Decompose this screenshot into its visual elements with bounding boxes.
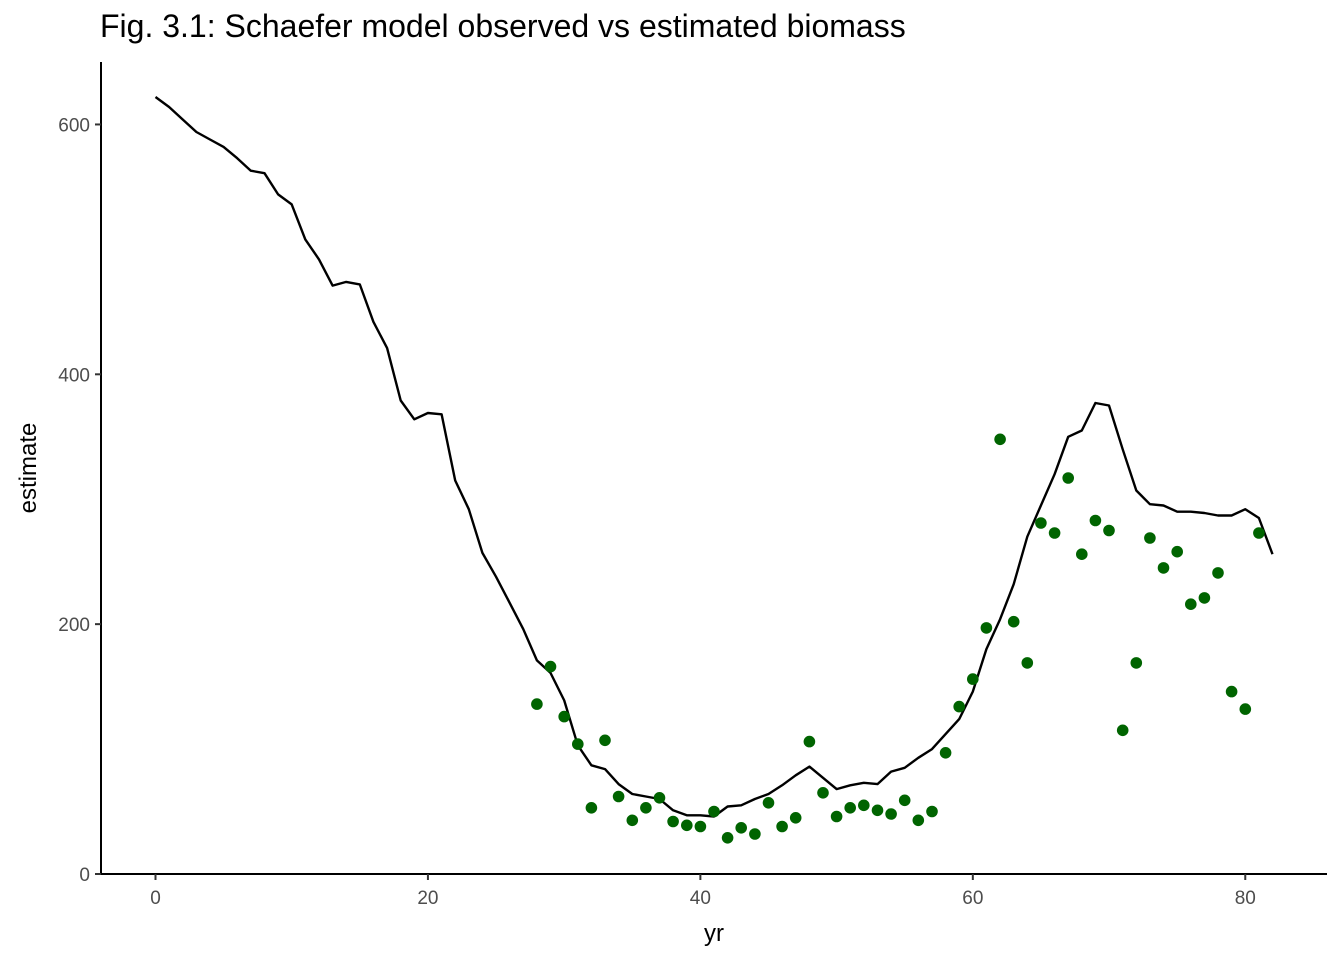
observed-point bbox=[1076, 548, 1088, 560]
observed-point bbox=[735, 822, 747, 834]
x-tick-label: 20 bbox=[417, 888, 438, 909]
observed-point bbox=[640, 802, 652, 814]
y-tick-label: 200 bbox=[58, 615, 90, 636]
axis-labels: 0 20 40 60 80 0 200 400 600 yr estimate bbox=[15, 115, 1256, 947]
observed-point bbox=[871, 804, 884, 817]
observed-point bbox=[980, 622, 993, 634]
observed-point bbox=[830, 810, 843, 823]
y-axis-title: estimate bbox=[15, 423, 42, 514]
observed-point bbox=[1116, 724, 1129, 737]
observed-point bbox=[994, 433, 1006, 446]
observed-point bbox=[626, 814, 639, 827]
observed-point bbox=[844, 802, 856, 814]
observed-point bbox=[939, 747, 952, 759]
observed-point bbox=[1157, 562, 1170, 574]
observed-point bbox=[885, 808, 897, 820]
observed-point bbox=[1144, 532, 1156, 544]
y-tick-label: 600 bbox=[58, 115, 90, 136]
observed-point bbox=[1253, 527, 1265, 539]
estimated-biomass-series bbox=[154, 96, 1274, 818]
observed-point bbox=[1171, 545, 1183, 558]
observed-point bbox=[967, 673, 979, 685]
observed-point bbox=[572, 738, 584, 750]
observed-point bbox=[1239, 703, 1252, 715]
axes bbox=[95, 62, 1327, 880]
observed-point bbox=[803, 735, 816, 748]
observed-point bbox=[1021, 657, 1034, 669]
observed-point bbox=[789, 812, 802, 824]
observed-point bbox=[1185, 598, 1197, 610]
observed-point bbox=[708, 805, 720, 818]
observed-point bbox=[1212, 567, 1224, 579]
observed-point bbox=[749, 828, 761, 840]
observed-point bbox=[585, 802, 598, 814]
y-tick-label: 0 bbox=[79, 865, 90, 886]
observed-point bbox=[681, 819, 693, 832]
x-tick-label: 60 bbox=[962, 888, 983, 909]
observed-point bbox=[544, 660, 557, 673]
observed-point bbox=[653, 792, 666, 804]
observed-point bbox=[667, 815, 679, 828]
observed-point bbox=[1048, 527, 1061, 539]
observed-point bbox=[953, 700, 965, 713]
x-axis-title: yr bbox=[704, 920, 724, 947]
observed-point bbox=[1089, 514, 1102, 527]
observed-point bbox=[721, 832, 734, 844]
observed-biomass-series bbox=[531, 433, 1265, 844]
observed-point bbox=[912, 814, 925, 827]
observed-point bbox=[599, 734, 611, 747]
observed-point bbox=[926, 805, 938, 818]
observed-point bbox=[1130, 657, 1143, 669]
observed-point bbox=[817, 787, 829, 799]
y-tick-label: 400 bbox=[58, 365, 90, 386]
x-tick-label: 80 bbox=[1235, 888, 1256, 909]
observed-point bbox=[1198, 592, 1211, 604]
observed-point bbox=[1007, 615, 1020, 628]
observed-point bbox=[898, 794, 911, 807]
estimated-biomass-line bbox=[154, 96, 1274, 818]
observed-point bbox=[558, 710, 570, 723]
observed-point bbox=[762, 797, 775, 809]
observed-point bbox=[1035, 517, 1047, 529]
observed-point bbox=[612, 790, 625, 803]
chart-title: Fig. 3.1: Schaefer model observed vs est… bbox=[100, 8, 906, 44]
observed-point bbox=[694, 820, 707, 833]
observed-point bbox=[858, 799, 870, 812]
observed-point bbox=[1062, 472, 1074, 484]
observed-point bbox=[1225, 685, 1238, 698]
x-tick-label: 0 bbox=[150, 888, 161, 909]
observed-point bbox=[776, 820, 788, 833]
observed-point bbox=[1103, 524, 1115, 537]
x-tick-label: 40 bbox=[690, 888, 711, 909]
observed-point bbox=[531, 698, 543, 710]
